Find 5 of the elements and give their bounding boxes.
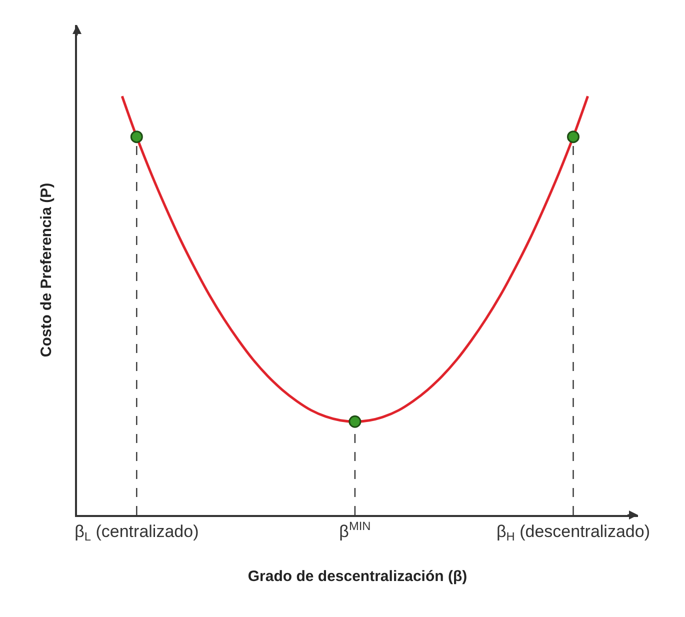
x-tick-label: β$^{MIN}$: [339, 519, 371, 542]
x-tick-label: β$_{L}$ (centralizado): [74, 522, 199, 544]
y-axis-title: Costo de Preferencia (P): [38, 182, 55, 358]
x-tick-label: β$_{H}$ (descentralizado): [496, 522, 650, 544]
x-axis-title: Grado de descentralización (β): [248, 568, 468, 586]
